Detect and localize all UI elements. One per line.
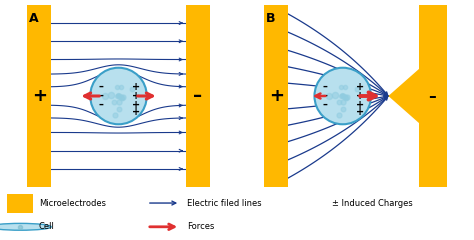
FancyBboxPatch shape bbox=[7, 193, 33, 213]
Bar bbox=[27, 5, 51, 187]
Circle shape bbox=[314, 68, 371, 124]
Text: –: – bbox=[99, 100, 104, 110]
Text: B: B bbox=[266, 12, 275, 25]
Text: –: – bbox=[99, 91, 104, 101]
Text: +: + bbox=[356, 108, 364, 117]
Text: +: + bbox=[356, 91, 364, 101]
Text: –: – bbox=[193, 87, 202, 105]
Text: +: + bbox=[132, 100, 140, 110]
Text: –: – bbox=[323, 91, 328, 101]
Circle shape bbox=[0, 223, 51, 230]
Text: +: + bbox=[356, 100, 364, 110]
Text: Electric filed lines: Electric filed lines bbox=[187, 198, 262, 208]
Text: +: + bbox=[32, 87, 46, 105]
Text: +: + bbox=[132, 108, 140, 117]
Text: –: – bbox=[323, 82, 328, 92]
Text: ± Induced Charges: ± Induced Charges bbox=[332, 198, 412, 208]
Text: Microelectrodes: Microelectrodes bbox=[39, 198, 106, 208]
Circle shape bbox=[90, 68, 147, 124]
Bar bbox=[186, 5, 210, 187]
Text: +: + bbox=[356, 82, 364, 92]
Text: +: + bbox=[132, 82, 140, 92]
Text: –: – bbox=[99, 82, 104, 92]
Text: +: + bbox=[269, 87, 283, 105]
Polygon shape bbox=[388, 69, 419, 123]
Text: –: – bbox=[428, 89, 436, 103]
Bar bbox=[264, 5, 288, 187]
Text: A: A bbox=[29, 12, 39, 25]
Text: Forces: Forces bbox=[187, 222, 215, 231]
Bar bbox=[419, 5, 447, 187]
Text: –: – bbox=[323, 100, 328, 110]
Text: +: + bbox=[132, 91, 140, 101]
Text: Cell: Cell bbox=[39, 222, 55, 231]
